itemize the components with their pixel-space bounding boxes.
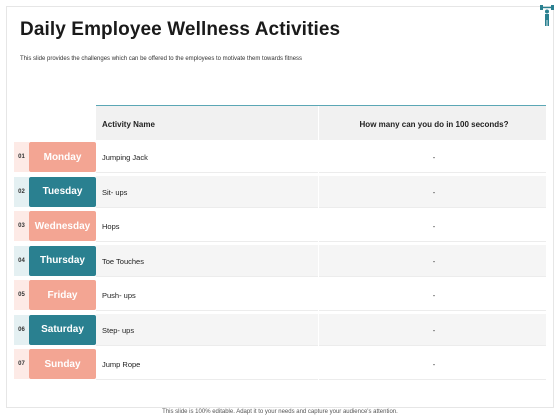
table-top-rule (96, 105, 546, 106)
activity-count: - (432, 153, 436, 162)
slide-title: Daily Employee Wellness Activities (20, 19, 341, 40)
table-row: 07 Sunday Jump Rope - (14, 348, 546, 380)
row-cells: Toe Touches - (96, 244, 546, 277)
cell-separator (318, 313, 319, 346)
table-row: 05 Friday Push- ups - (14, 279, 546, 311)
activity-name: Hops (102, 222, 120, 231)
header-separator (318, 106, 319, 140)
table-row: 04 Thursday Toe Touches - (14, 244, 546, 277)
activity-name: Toe Touches (102, 256, 144, 266)
row-cells: Jump Rope - (96, 348, 546, 380)
footer-note: This slide is 100% editable. Adapt it to… (162, 409, 398, 415)
cell-separator (318, 244, 319, 277)
activity-name: Step- ups (102, 325, 135, 335)
slide-subtitle: This slide provides the challenges which… (20, 56, 303, 62)
day-label: Wednesday (29, 211, 96, 241)
cell-separator (318, 175, 319, 208)
table-row: 03 Wednesday Hops - (14, 210, 546, 242)
day-label: Sunday (29, 349, 96, 379)
row-number: 06 (14, 314, 29, 345)
activity-name: Jumping Jack (102, 153, 148, 162)
row-cells: Hops - (96, 210, 546, 242)
day-label: Thursday (29, 245, 96, 276)
day-label: Friday (29, 280, 96, 310)
header-count: How many can you do in 100 seconds? (359, 120, 509, 129)
activity-name: Push- ups (102, 291, 136, 300)
activity-count: - (432, 291, 436, 300)
table-header-row: Activity Name How many can you do in 100… (96, 106, 546, 140)
row-number: 01 (14, 142, 29, 172)
row-number: 04 (14, 245, 29, 276)
fitness-person-icon (540, 5, 554, 26)
activity-count: - (432, 187, 436, 197)
row-number: 07 (14, 349, 29, 379)
cell-separator (318, 348, 319, 380)
row-cells: Sit- ups - (96, 175, 546, 208)
row-cells: Jumping Jack - (96, 141, 546, 173)
table-row: 01 Monday Jumping Jack - (14, 141, 546, 173)
activity-count: - (432, 360, 436, 369)
table-row: 02 Tuesday Sit- ups - (14, 175, 546, 208)
cell-separator (318, 279, 319, 311)
row-number: 03 (14, 211, 29, 241)
activity-name: Sit- ups (102, 187, 128, 197)
day-label: Tuesday (29, 176, 96, 207)
header-activity-name: Activity Name (102, 120, 155, 129)
activity-count: - (432, 222, 436, 231)
row-number: 02 (14, 176, 29, 207)
row-number: 05 (14, 280, 29, 310)
activity-name: Jump Rope (102, 360, 141, 369)
day-label: Monday (29, 142, 96, 172)
row-cells: Step- ups - (96, 313, 546, 346)
row-cells: Push- ups - (96, 279, 546, 311)
activity-count: - (432, 325, 436, 335)
cell-separator (318, 210, 319, 242)
day-label: Saturday (29, 314, 96, 345)
activity-count: - (432, 256, 436, 266)
table-row: 06 Saturday Step- ups - (14, 313, 546, 346)
cell-separator (318, 141, 319, 173)
